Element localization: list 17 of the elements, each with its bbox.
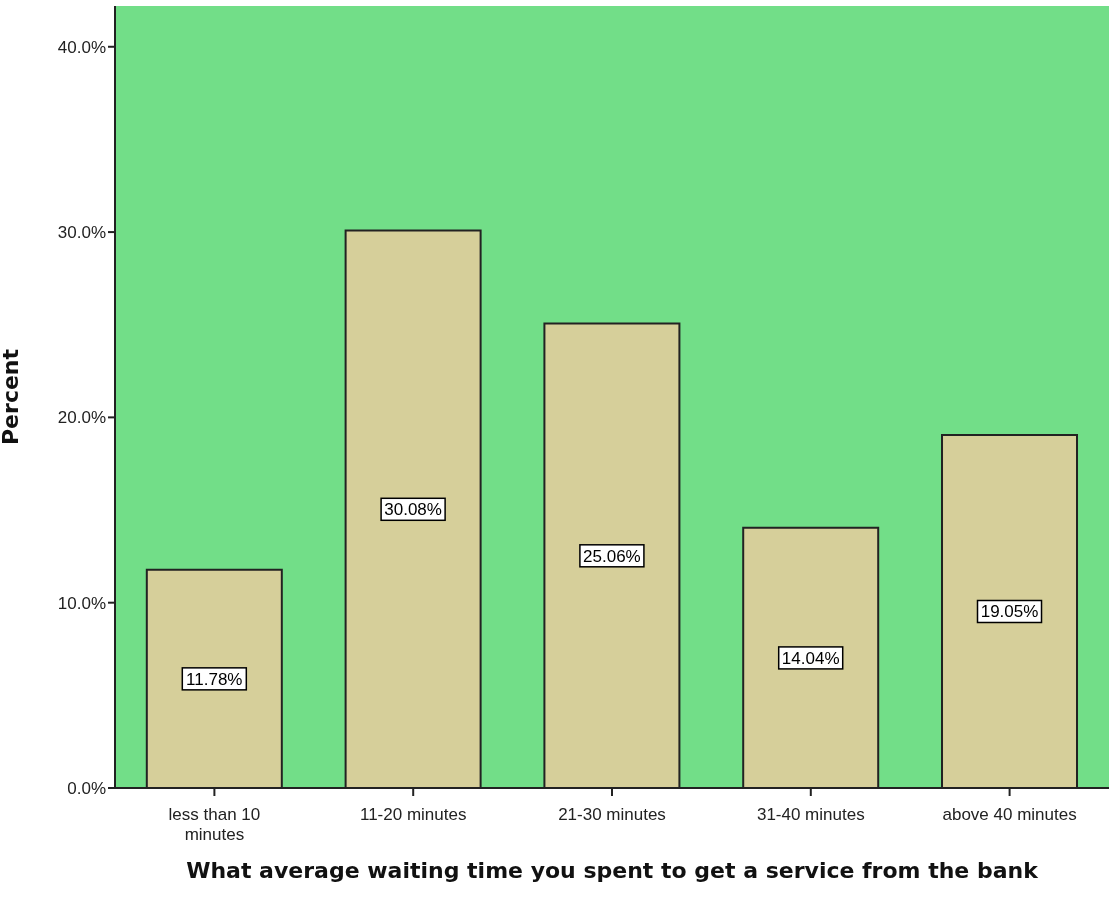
x-tick-label: 11-20 minutes: [359, 805, 467, 824]
y-axis-title: Percent: [0, 348, 23, 446]
x-tick-label: above 40 minutes: [942, 805, 1077, 824]
y-tick-label: 10.0%: [57, 593, 106, 613]
data-label: 30.08%: [384, 500, 442, 520]
data-label: 14.04%: [781, 648, 840, 668]
data-label: 11.78%: [186, 669, 243, 689]
x-tick-label: 21-30 minutes: [558, 805, 666, 824]
data-label: 19.05%: [980, 602, 1039, 622]
y-tick-label: 20.0%: [57, 408, 106, 428]
y-tick-label: 30.0%: [57, 223, 106, 243]
x-tick-label: 31-40 minutes: [756, 805, 865, 824]
data-label: 25.06%: [583, 546, 641, 566]
y-tick-label: 0.0%: [67, 779, 106, 799]
y-tick-label: 40.0%: [57, 37, 106, 57]
x-axis-title: What average waiting time you spent to get a service from the bank: [186, 858, 1040, 883]
x-tick-label: less than 10 minutes: [168, 805, 261, 844]
